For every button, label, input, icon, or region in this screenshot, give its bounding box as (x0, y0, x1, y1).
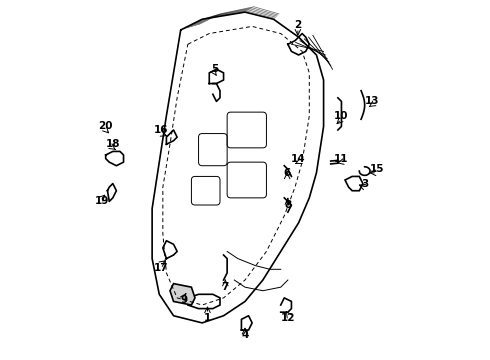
Text: 8: 8 (284, 200, 292, 210)
Text: 6: 6 (284, 168, 291, 178)
Text: 1: 1 (204, 312, 211, 323)
Text: 19: 19 (95, 197, 109, 206)
Text: 20: 20 (98, 121, 113, 131)
Text: 12: 12 (281, 312, 295, 323)
Text: 5: 5 (211, 64, 218, 74)
Text: 4: 4 (241, 330, 249, 341)
Text: 10: 10 (334, 111, 349, 121)
Text: 11: 11 (334, 154, 349, 163)
Text: 13: 13 (365, 96, 379, 107)
Polygon shape (170, 284, 195, 305)
Text: 7: 7 (221, 282, 229, 292)
Text: 14: 14 (291, 154, 306, 163)
Text: 16: 16 (154, 125, 168, 135)
Text: 18: 18 (105, 139, 120, 149)
Polygon shape (188, 294, 220, 309)
Text: 17: 17 (154, 262, 169, 273)
Text: 3: 3 (361, 179, 368, 189)
Polygon shape (345, 176, 363, 191)
Text: 9: 9 (181, 295, 188, 305)
Text: 2: 2 (294, 19, 301, 30)
Text: 15: 15 (370, 164, 385, 174)
